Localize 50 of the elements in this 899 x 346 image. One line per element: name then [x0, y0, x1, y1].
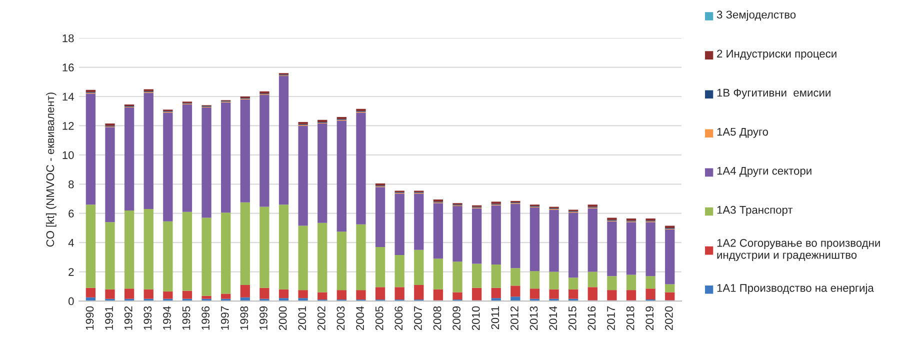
x-tick-label: 2008 — [433, 306, 442, 330]
y-tick-label: 16 — [62, 64, 74, 72]
legend-label: 1A4 Други сектори — [717, 166, 812, 177]
x-tick-label: 2000 — [278, 306, 287, 330]
x-tick-label: 2010 — [472, 306, 480, 330]
y-tick-label: 18 — [62, 34, 74, 42]
y-tick-label: 10 — [62, 151, 74, 160]
x-tick-label: 2006 — [394, 306, 403, 330]
y-tick-label: 2 — [68, 268, 74, 276]
legend-label: 1B Фугитивни емисии — [717, 88, 830, 99]
x-tick-label: 2002 — [317, 306, 326, 330]
x-tick-label: 2007 — [414, 306, 422, 330]
x-tick-label: 2011 — [491, 306, 500, 330]
y-tick-label: 4 — [68, 238, 74, 247]
legend-label: 1A3 Транспорт — [717, 206, 793, 216]
legend-label: 2 Индустриски процеси — [717, 50, 836, 60]
y-tick-label: 0 — [68, 297, 74, 306]
x-tick-label: 1999 — [260, 306, 268, 330]
y-tick-label: 12 — [62, 122, 74, 130]
x-tick-label: 2012 — [510, 306, 518, 330]
x-tick-label: 2019 — [646, 306, 654, 330]
y-tick-label: 6 — [68, 210, 74, 218]
x-tick-label: 1994 — [163, 306, 171, 330]
legend-label: 3 Земјоделство — [716, 10, 796, 21]
legend-label: 1A1 Производство на енергија — [717, 284, 874, 294]
x-tick-label: 1993 — [144, 306, 152, 330]
x-tick-label: 2020 — [664, 306, 673, 330]
x-tick-label: 2004 — [356, 306, 364, 330]
x-tick-label: 1997 — [220, 306, 229, 330]
x-tick-label: 2001 — [298, 306, 306, 330]
x-tick-label: 2017 — [607, 306, 615, 330]
x-tick-label: 1992 — [124, 306, 132, 330]
x-tick-label: 2016 — [588, 306, 596, 330]
x-tick-label: 1990 — [86, 306, 94, 330]
y-tick-label: 14 — [62, 92, 74, 101]
y-tick-label: 8 — [68, 180, 74, 188]
y-axis-title: CO [kt] (NMVOC - еквивалент) — [46, 92, 56, 247]
x-tick-label: 1991 — [105, 306, 113, 330]
legend-label: 1A2 Согорување во производни индустрии и градежништво — [717, 238, 880, 262]
x-tick-label: 2005 — [375, 306, 384, 330]
legend-label: 1A5 Друго — [717, 128, 768, 138]
x-tick-label: 2013 — [530, 306, 538, 330]
x-tick-label: 1995 — [182, 306, 190, 330]
x-tick-label: 2003 — [336, 306, 345, 330]
x-tick-label: 2014 — [549, 306, 558, 330]
x-tick-label: 1996 — [202, 306, 210, 330]
x-tick-label: 2015 — [568, 306, 576, 330]
x-tick-label: 1998 — [240, 306, 248, 330]
x-tick-label: 2009 — [452, 306, 460, 330]
x-tick-label: 2018 — [626, 306, 634, 330]
